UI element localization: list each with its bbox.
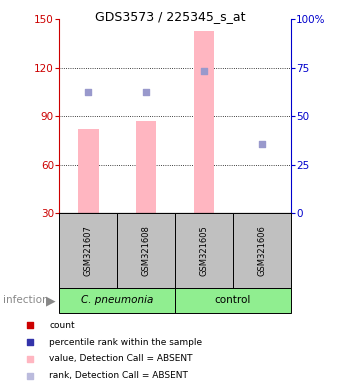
Text: count: count: [49, 321, 75, 330]
Bar: [233, 213, 291, 288]
Point: [86, 89, 91, 95]
Text: GSM321606: GSM321606: [257, 225, 266, 276]
Bar: [175, 288, 291, 313]
Point: [27, 372, 32, 379]
Text: GSM321607: GSM321607: [84, 225, 93, 276]
Point: [27, 339, 32, 345]
Text: C. pneumonia: C. pneumonia: [81, 295, 153, 306]
Bar: [59, 288, 175, 313]
Text: rank, Detection Call = ABSENT: rank, Detection Call = ABSENT: [49, 371, 188, 380]
Bar: [175, 213, 233, 288]
Text: control: control: [215, 295, 251, 306]
Bar: [117, 213, 175, 288]
Text: percentile rank within the sample: percentile rank within the sample: [49, 338, 202, 347]
Point: [201, 68, 207, 74]
Bar: [78, 129, 99, 213]
Point: [143, 89, 149, 95]
Bar: [136, 121, 156, 213]
Text: GSM321608: GSM321608: [142, 225, 151, 276]
Text: infection: infection: [3, 295, 49, 306]
Text: ▶: ▶: [46, 294, 55, 307]
Bar: [194, 30, 214, 213]
Text: GSM321605: GSM321605: [200, 225, 208, 276]
Bar: [59, 213, 117, 288]
Point: [27, 356, 32, 362]
Text: value, Detection Call = ABSENT: value, Detection Call = ABSENT: [49, 354, 193, 363]
Point: [27, 322, 32, 328]
Text: GDS3573 / 225345_s_at: GDS3573 / 225345_s_at: [95, 10, 245, 23]
Point: [259, 141, 265, 147]
